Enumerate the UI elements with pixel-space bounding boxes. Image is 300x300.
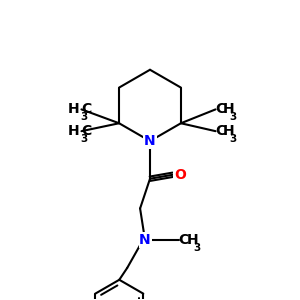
Text: 3: 3 xyxy=(80,134,88,144)
Text: C: C xyxy=(216,102,226,116)
Text: C: C xyxy=(81,102,92,116)
Text: 3: 3 xyxy=(230,134,237,144)
Text: C: C xyxy=(81,124,92,138)
Text: H: H xyxy=(223,102,234,116)
Text: C: C xyxy=(179,233,189,247)
Text: H: H xyxy=(68,124,80,138)
Text: 3: 3 xyxy=(80,112,88,122)
Text: N: N xyxy=(144,134,156,148)
Text: H: H xyxy=(187,233,198,247)
Text: H: H xyxy=(68,102,80,116)
Text: 3: 3 xyxy=(230,112,237,122)
Text: C: C xyxy=(216,124,226,138)
Text: H: H xyxy=(223,124,234,138)
Text: 3: 3 xyxy=(194,243,201,253)
Text: O: O xyxy=(174,168,186,182)
Text: N: N xyxy=(139,233,151,247)
